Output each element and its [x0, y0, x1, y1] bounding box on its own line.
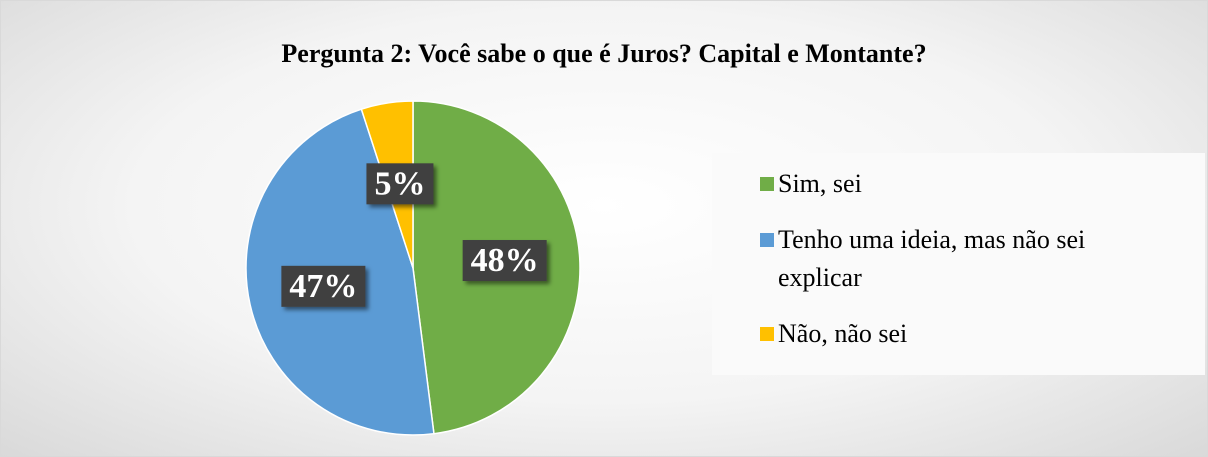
legend-swatch	[760, 233, 774, 247]
data-label-box	[462, 240, 547, 282]
legend-label: Não, não sei	[778, 319, 908, 348]
data-label-box	[281, 265, 366, 307]
data-label-box	[366, 163, 434, 205]
legend-swatch	[760, 177, 774, 191]
legend: Sim, sei Tenho uma ideia, mas não sei exp…	[712, 153, 1205, 375]
chart-title: Pergunta 2: Você sabe o que é Juros? Cap…	[281, 39, 926, 68]
legend-label: Sim, sei	[778, 169, 862, 198]
legend-entry: Sim, sei	[760, 165, 1160, 203]
data-label-text: 48%	[471, 242, 539, 279]
legend-label: Tenho uma ideia, mas não sei explicar	[778, 225, 1086, 292]
data-label: 47%	[281, 265, 366, 307]
data-label-text: 47%	[289, 268, 357, 305]
data-label-text: 5%	[374, 165, 425, 202]
data-label: 48%	[462, 240, 547, 282]
data-label: 5%	[366, 163, 434, 205]
legend-entry: Não, não sei	[760, 315, 1160, 353]
legend-entry: Tenho uma ideia, mas não sei explicar	[760, 221, 1160, 297]
legend-swatch	[760, 327, 774, 341]
